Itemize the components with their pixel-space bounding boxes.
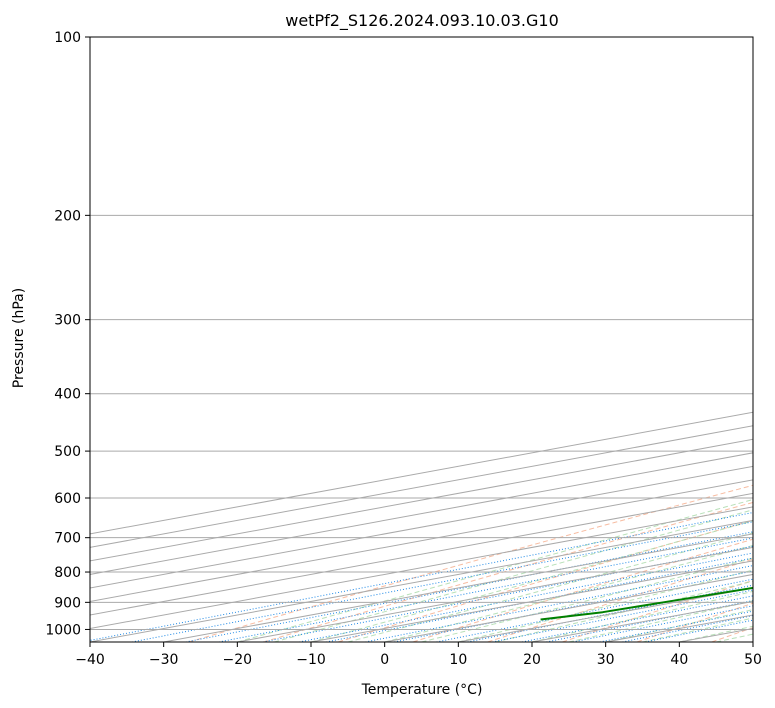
sounding-line: [540, 586, 753, 621]
mixing-ratio-line: [645, 619, 753, 642]
x-tick-label: 30: [597, 652, 615, 668]
y-tick-label: 600: [54, 491, 81, 507]
y-tick-label: 700: [54, 531, 81, 547]
moist-adiabat-line: [605, 609, 753, 642]
y-axis: 100 200 300 400 500 600 700 800 900 1000: [45, 30, 90, 638]
dry-adiabat-line: [487, 558, 753, 642]
isotherm-line: [90, 492, 753, 616]
x-axis: −40 −30 −20 −10 0 10 20 30 40 50: [75, 642, 762, 668]
moist-adiabat-line: [310, 520, 753, 642]
mixing-ratio-line: [185, 531, 753, 642]
x-tick-label: 10: [449, 652, 467, 668]
y-tick-label: 400: [54, 387, 81, 403]
x-tick-label: −10: [296, 652, 326, 668]
mixing-ratio-line: [492, 589, 753, 642]
isotherm-line: [605, 614, 753, 642]
y-tick-label: 200: [54, 208, 81, 224]
moist-adiabat-line: [421, 557, 753, 642]
x-tick-label: 40: [670, 652, 688, 668]
dry-adiabat-line: [338, 519, 753, 642]
x-tick-label: −40: [75, 652, 105, 668]
isotherm-line: [90, 438, 753, 562]
y-axis-label: Pressure (hPa): [11, 288, 27, 388]
isotherm-line: [90, 506, 753, 629]
isotherm-line: [163, 533, 753, 642]
y-tick-label: 100: [54, 30, 81, 46]
mixing-ratio-line: [326, 557, 753, 642]
dry-adiabat-line: [263, 501, 753, 642]
mixing-ratio-line: [218, 537, 753, 642]
mixing-ratio-line: [572, 605, 753, 642]
moist-adiabat-line: [642, 617, 753, 642]
isotherm-line: [458, 587, 753, 642]
dry-adiabat-line: [412, 538, 753, 642]
x-axis-label: Temperature (°C): [361, 682, 483, 698]
moist-adiabat-line: [679, 625, 753, 642]
moist-adiabat-line: [347, 532, 753, 642]
x-tick-label: −30: [149, 652, 179, 668]
y-tick-label: 1000: [45, 622, 81, 638]
plot-area: 0.10.20.40.611.52346810131620253036-100-…: [90, 37, 775, 642]
y-tick-label: 900: [54, 595, 81, 611]
isotherm-line: [90, 425, 753, 548]
y-tick-label: 800: [54, 565, 81, 581]
x-tick-label: −20: [223, 652, 253, 668]
y-tick-label: 500: [54, 444, 81, 460]
isotherm-line: [310, 560, 753, 642]
dry-adiabat-line: [711, 627, 753, 642]
x-tick-label: 50: [744, 652, 762, 668]
isotherm-line: [90, 452, 753, 575]
moist-adiabat-line: [384, 544, 753, 642]
isotherm-line: [90, 519, 753, 642]
moist-adiabat-line: [237, 498, 753, 642]
isotherm-line: [384, 573, 753, 642]
moist-adiabat-line: [531, 590, 753, 642]
isotherm-line: [752, 641, 753, 642]
mixing-ratio-line: [90, 512, 753, 641]
dry-adiabat-line: [562, 579, 753, 642]
isotherm-line: [90, 465, 753, 589]
isotherm-line: [90, 479, 753, 602]
moist-adiabat-line: [568, 600, 753, 642]
moist-adiabat-line: [274, 509, 753, 642]
dry-adiabat-line: [188, 484, 753, 642]
isotherm-line: [531, 600, 753, 642]
isotherm-line: [237, 546, 753, 642]
y-tick-label: 300: [54, 313, 81, 329]
moist-adiabat-line: [458, 569, 753, 642]
isotherm-line: [679, 627, 753, 642]
mixing-ratio-line: [131, 521, 753, 642]
plot-frame: [89, 36, 754, 643]
x-tick-label: 0: [380, 652, 389, 668]
mixing-ratio-line: [365, 565, 753, 642]
chart-title: wetPf2_S126.2024.093.10.03.G10: [285, 11, 559, 31]
x-tick-label: 20: [523, 652, 541, 668]
sounding-line: [758, 37, 775, 621]
